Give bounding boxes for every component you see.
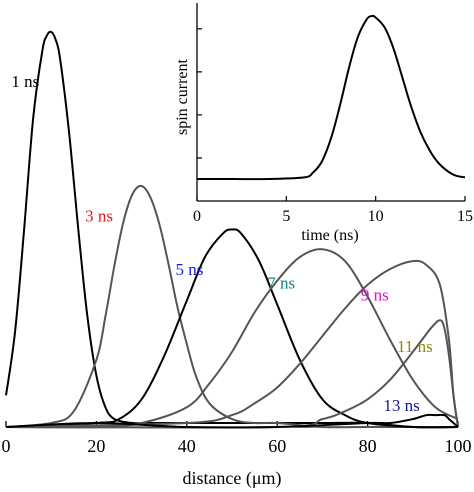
main-series-line — [5, 184, 458, 429]
main-x-tick-label: 0 — [2, 436, 11, 456]
inset-tick-labels: 0 5 10 15 — [193, 208, 473, 225]
main-series-label: 5 ns — [176, 260, 204, 279]
main-series-group — [5, 30, 459, 429]
main-x-tick-label: 100 — [445, 436, 472, 456]
main-tick-labels: 0 20 40 60 80 100 — [2, 436, 472, 456]
inset-x-tick-label: 0 — [193, 208, 201, 225]
main-plot: 1 ns 3 ns 5 ns 7 ns 9 ns 11 ns 13 ns 0 20 40 60 80… — [2, 30, 472, 489]
inset-axes — [196, 3, 466, 202]
inset-x-axis-label: time (ns) — [301, 227, 358, 244]
inset-series-line — [197, 14, 466, 181]
main-x-axis-label: distance (μm) — [182, 468, 281, 489]
main-series-label: 13 ns — [383, 396, 419, 415]
main-x-tick-label: 20 — [87, 436, 105, 456]
main-x-tick-label: 60 — [268, 436, 286, 456]
main-series-label: 9 ns — [361, 286, 389, 305]
main-series-label: 1 ns — [11, 72, 39, 91]
main-series-line — [5, 413, 459, 429]
main-series-line — [5, 228, 459, 429]
main-series-labels: 1 ns 3 ns 5 ns 7 ns 9 ns 11 ns 13 ns — [11, 72, 432, 415]
main-x-tick-label: 80 — [359, 436, 377, 456]
inset-background — [197, 3, 465, 201]
main-series-label: 7 ns — [267, 274, 295, 293]
main-series-label: 3 ns — [85, 207, 113, 226]
main-series-line — [5, 259, 459, 428]
main-x-tick-label: 40 — [178, 436, 196, 456]
inset-x-tick-label: 5 — [282, 208, 290, 225]
main-series-line — [5, 248, 459, 429]
inset-x-tick-label: 10 — [368, 208, 384, 225]
inset-series-group — [197, 14, 466, 181]
inset-x-tick-label: 15 — [457, 208, 473, 225]
main-series-label: 11 ns — [397, 337, 433, 356]
inset-plot: 0 5 10 15 time (ns) spin current — [174, 3, 473, 244]
inset-y-axis-label: spin current — [174, 58, 191, 135]
